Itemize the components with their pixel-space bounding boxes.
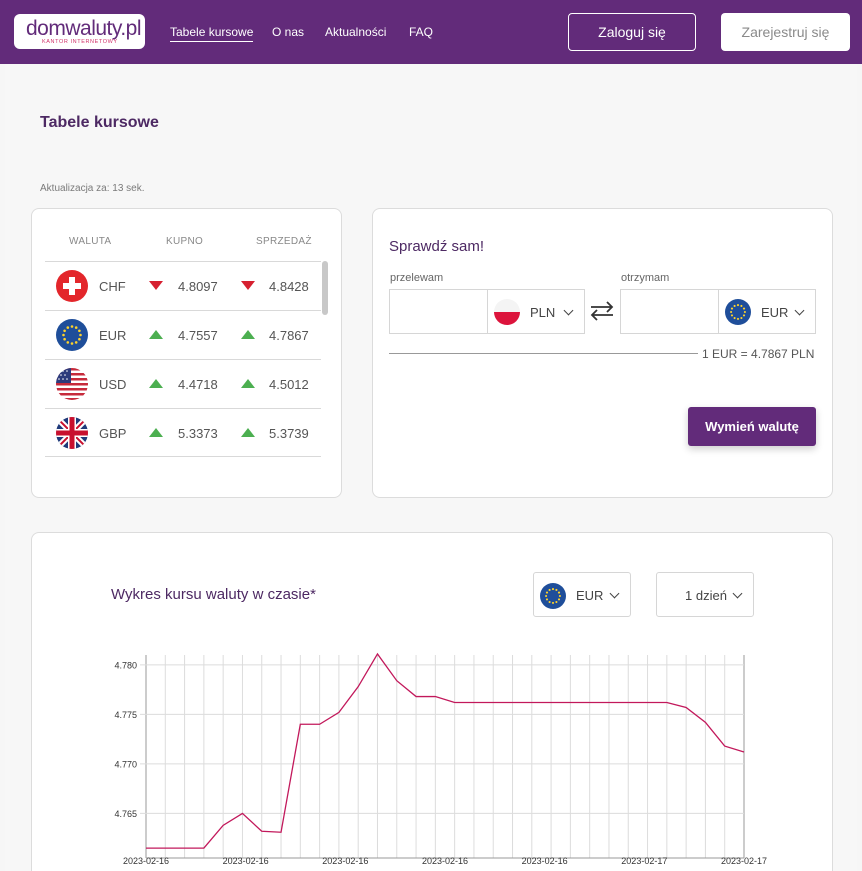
buy-rate: 4.8097	[178, 279, 218, 294]
rates-list: CHF 4.8097 4.8428 EUR 4.7557 4.7867 USD …	[45, 261, 321, 457]
logo-subtitle: KANTOR INTERNETOWY	[42, 39, 118, 45]
rate-row-gbp[interactable]: GBP 5.3373 5.3739	[45, 408, 321, 457]
poland-flag-icon	[494, 299, 520, 325]
logo-text: domwaluty.pl	[26, 17, 142, 40]
trend-up-icon	[149, 428, 163, 437]
nav-link-faq[interactable]: FAQ	[409, 25, 434, 39]
chart-currency-code: EUR	[576, 588, 604, 603]
rate-line-chart: 4.780 4.775 4.770 4.765 2023-02-16 2023-02-16…	[114, 652, 767, 866]
chevron-down-icon	[794, 305, 805, 316]
trend-down-icon	[149, 281, 163, 290]
usa-flag-icon	[56, 368, 88, 400]
x-tick-label: 2023-02-16	[223, 856, 269, 866]
x-tick-label: 2023-02-16	[123, 856, 169, 866]
eur-rate-series-line	[146, 652, 745, 849]
trend-up-icon	[241, 379, 255, 388]
rate-row-chf[interactable]: CHF 4.8097 4.8428	[45, 261, 321, 310]
exchange-currency-button[interactable]: Wymień walutę	[688, 407, 816, 446]
nav-link-tabele-kursowe[interactable]: Tabele kursowe	[170, 25, 254, 42]
send-currency-select[interactable]: PLN	[487, 289, 585, 334]
swap-arrows-icon[interactable]	[589, 300, 615, 322]
divider	[389, 353, 698, 354]
y-tick-label: 4.770	[114, 759, 137, 769]
x-tick-label: 2023-02-16	[522, 856, 568, 866]
receive-amount-input[interactable]	[620, 289, 719, 334]
send-amount-label: przelewam	[390, 272, 444, 284]
trend-up-icon	[149, 379, 163, 388]
trend-up-icon	[149, 330, 163, 339]
x-tick-label: 2023-02-17	[721, 856, 767, 866]
sell-rate: 4.5012	[269, 377, 309, 392]
nav-link-aktualnosci[interactable]: Aktualności	[325, 25, 387, 39]
uk-flag-icon	[56, 417, 88, 449]
buy-rate: 4.4718	[178, 377, 218, 392]
x-tick-label: 2023-02-16	[322, 856, 368, 866]
chevron-down-icon	[609, 588, 620, 599]
login-button[interactable]: Zaloguj się	[568, 13, 696, 51]
nav-link-o-nas[interactable]: O nas	[272, 25, 305, 39]
update-countdown: Aktualizacja za: 13 sek.	[40, 183, 145, 194]
page-title: Tabele kursowe	[40, 114, 159, 131]
x-tick-label: 2023-02-17	[621, 856, 667, 866]
trend-up-icon	[241, 428, 255, 437]
buy-rate: 4.7557	[178, 328, 218, 343]
receive-currency-code: EUR	[761, 305, 789, 320]
column-header-buy: KUPNO	[166, 236, 204, 247]
chart-period-label: 1 dzień	[685, 588, 727, 603]
calculator-title: Sprawdź sam!	[389, 238, 485, 255]
top-navigation-bar: domwaluty.pl KANTOR INTERNETOWY Tabele k…	[0, 0, 862, 64]
rate-row-eur[interactable]: EUR 4.7557 4.7867	[45, 310, 321, 359]
x-tick-label: 2023-02-16	[422, 856, 468, 866]
switzerland-flag-icon	[56, 270, 88, 302]
trend-down-icon	[241, 281, 255, 290]
eu-flag-icon	[56, 319, 88, 351]
chevron-down-icon	[732, 588, 743, 599]
column-header-sell: SPRZEDAŻ	[256, 236, 312, 247]
logo[interactable]: domwaluty.pl KANTOR INTERNETOWY	[14, 14, 145, 49]
currency-code: USD	[99, 377, 127, 392]
y-tick-label: 4.780	[114, 660, 137, 670]
sell-rate: 5.3739	[269, 426, 309, 441]
sell-rate: 4.7867	[269, 328, 309, 343]
register-button[interactable]: Zarejestruj się	[721, 13, 850, 51]
chart-title: Wykres kursu waluty w czasie*	[111, 586, 316, 603]
chart-period-select[interactable]: 1 dzień	[656, 572, 754, 617]
chevron-down-icon	[563, 305, 574, 316]
column-header-currency: WALUTA	[69, 236, 112, 247]
y-tick-label: 4.765	[114, 809, 137, 819]
exchange-rate-info: 1 EUR = 4.7867 PLN	[702, 347, 815, 361]
receive-amount-label: otrzymam	[621, 272, 670, 284]
send-amount-input[interactable]	[389, 289, 488, 334]
currency-code: GBP	[99, 426, 127, 441]
rates-table-card	[31, 208, 342, 498]
sell-rate: 4.8428	[269, 279, 309, 294]
y-tick-label: 4.775	[114, 710, 137, 720]
currency-code: EUR	[99, 328, 127, 343]
rates-scrollbar[interactable]	[322, 261, 328, 315]
send-currency-code: PLN	[530, 305, 556, 320]
receive-currency-select[interactable]: EUR	[718, 289, 816, 334]
currency-code: CHF	[99, 279, 126, 294]
eu-flag-icon	[725, 299, 751, 325]
buy-rate: 5.3373	[178, 426, 218, 441]
chart-currency-select[interactable]: EUR	[533, 572, 631, 617]
rate-row-usd[interactable]: USD 4.4718 4.5012	[45, 359, 321, 408]
trend-up-icon	[241, 330, 255, 339]
eu-flag-icon	[540, 583, 566, 609]
